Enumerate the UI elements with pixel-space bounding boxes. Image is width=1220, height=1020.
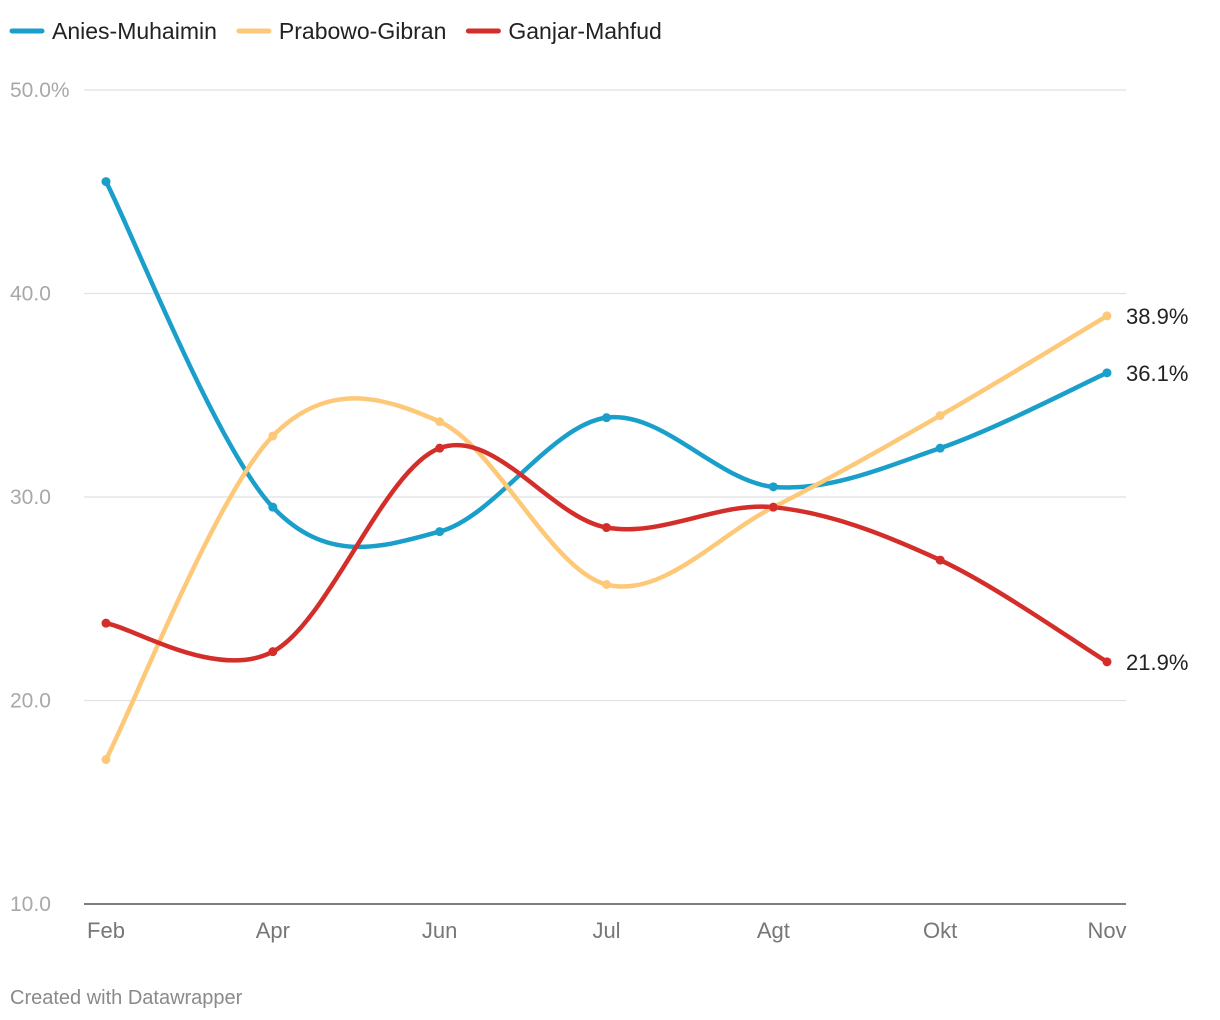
point-1-2 (435, 417, 445, 427)
point-0-4 (768, 482, 778, 492)
point-1-6 (1102, 311, 1112, 321)
end-label-1: 38.9% (1126, 304, 1188, 329)
legend: Anies-Muhaimin Prabowo-Gibran Ganjar-Mahfu… (9, 18, 662, 44)
point-0-0 (101, 177, 111, 187)
series-line-1 (103, 313, 1110, 762)
legend-label-1: Prabowo-Gibran (279, 18, 446, 44)
end-label-0: 36.1% (1126, 361, 1188, 386)
x-tick-label-4: Agt (757, 918, 790, 943)
y-axis: 10.0 20.0 30.0 40.0 50.0% (10, 79, 70, 916)
series-points (101, 177, 1112, 765)
point-1-0 (101, 755, 111, 765)
point-2-6 (1102, 657, 1112, 667)
point-2-2 (435, 443, 445, 453)
point-1-3 (602, 580, 611, 590)
point-0-3 (602, 413, 611, 423)
y-tick-label-2: 30.0 (10, 486, 51, 509)
point-0-6 (1102, 368, 1112, 378)
x-tick-label-0: Feb (87, 918, 125, 943)
series-line-2 (103, 443, 1110, 665)
y-tick-label-3: 40.0 (10, 283, 51, 306)
series-lines (103, 179, 1110, 762)
end-label-2: 21.9% (1126, 650, 1188, 675)
x-axis: Feb Apr Jun Jul Agt Okt Nov (87, 918, 1127, 943)
point-0-1 (268, 502, 278, 512)
x-tick-label-1: Apr (256, 918, 290, 943)
y-tick-label-0: 10.0 (10, 893, 51, 916)
point-2-0 (101, 618, 111, 628)
legend-label-0: Anies-Muhaimin (52, 18, 217, 44)
point-2-5 (935, 555, 945, 565)
point-2-1 (268, 647, 278, 657)
y-tick-label-4: 50.0% (10, 79, 70, 102)
point-0-2 (435, 527, 445, 537)
point-0-5 (935, 443, 945, 453)
point-1-5 (935, 411, 945, 421)
point-1-1 (268, 431, 278, 441)
grid (84, 89, 1126, 905)
legend-label-2: Ganjar-Mahfud (508, 18, 661, 44)
credit-text: Created with Datawrapper (10, 987, 243, 1009)
x-tick-label-2: Jun (422, 918, 457, 943)
point-2-4 (768, 502, 778, 512)
series-line-0 (103, 179, 1110, 550)
x-tick-label-5: Okt (923, 918, 957, 943)
x-tick-label-3: Jul (592, 918, 620, 943)
end-labels: 36.1% 38.9% 21.9% (1126, 304, 1188, 675)
x-tick-label-6: Nov (1087, 918, 1126, 943)
point-2-3 (602, 523, 611, 533)
y-tick-label-1: 20.0 (10, 690, 51, 713)
